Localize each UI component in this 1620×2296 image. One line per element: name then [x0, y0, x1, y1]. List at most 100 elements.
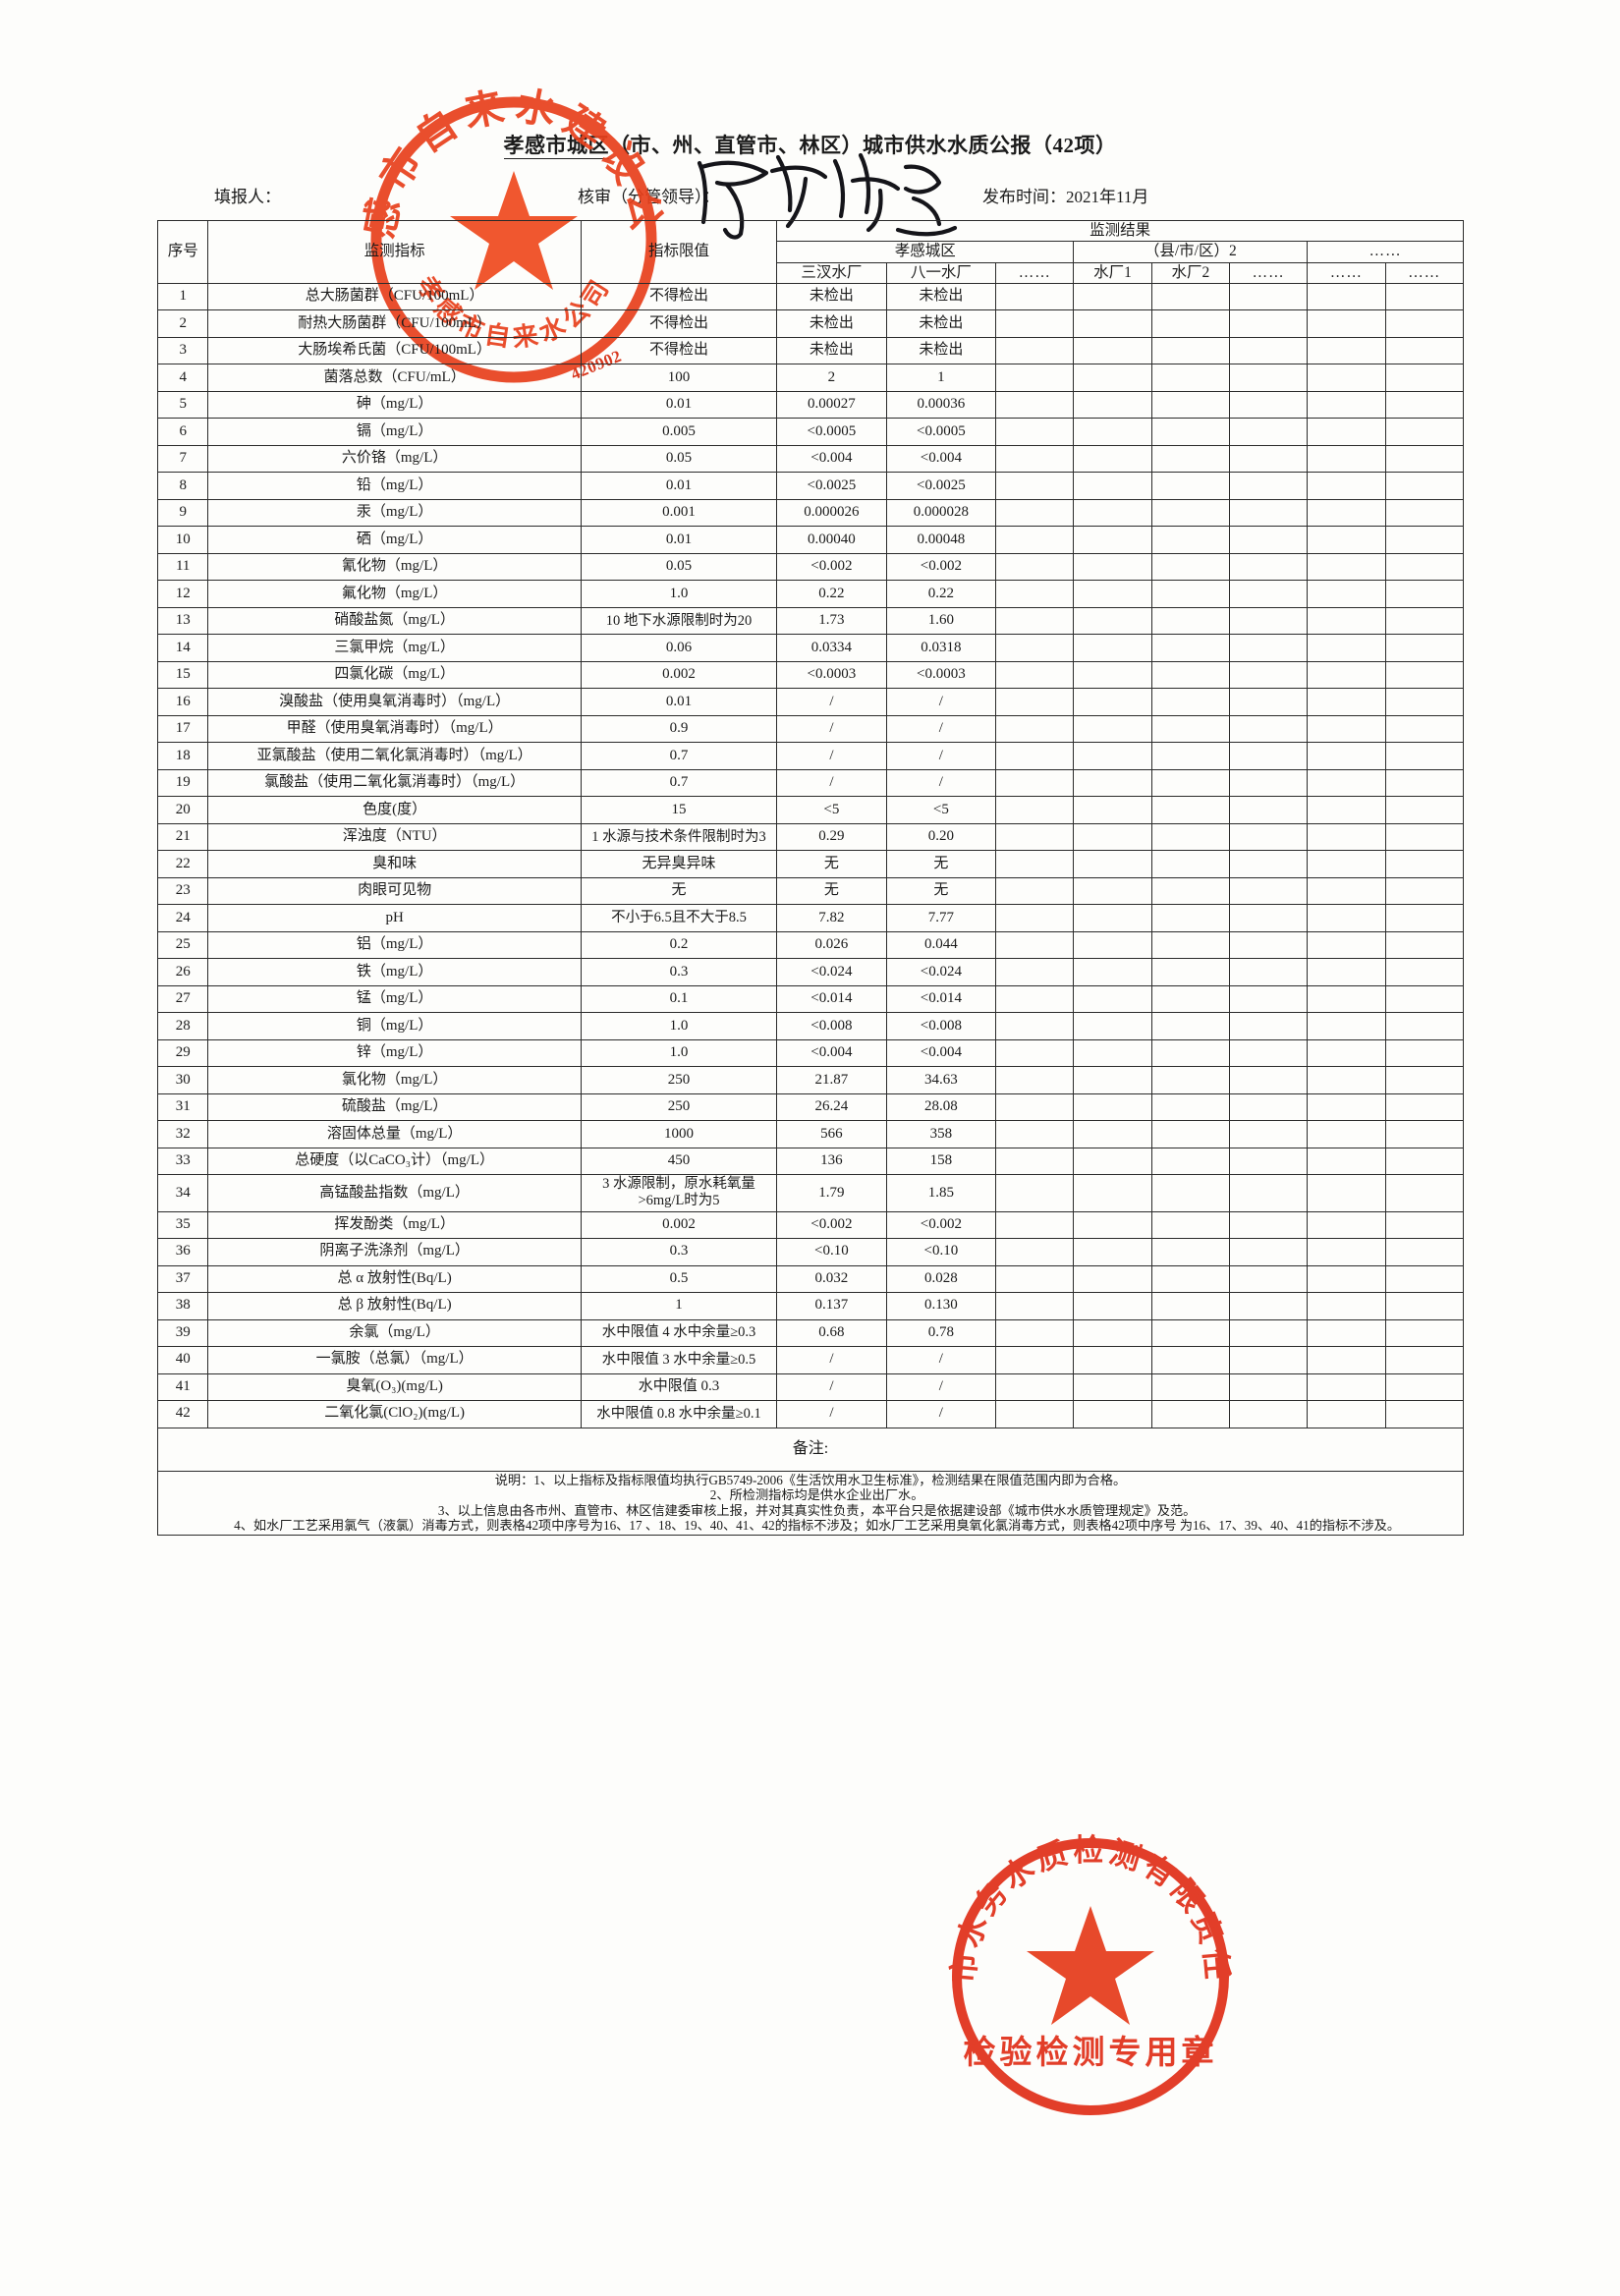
row-value-plant1 — [1073, 606, 1152, 636]
row-value-blank-3 — [1307, 1147, 1386, 1176]
row-indicator-name: 铁（mg/L） — [207, 958, 582, 986]
row-value-plant1 — [1073, 1372, 1152, 1402]
row-value-bayi: 0.20 — [885, 822, 997, 852]
row-value-blank-1 — [995, 552, 1075, 582]
row-limit-value: 250 — [580, 1066, 778, 1094]
row-indicator-name: 总 α 放射性(Bq/L) — [207, 1264, 582, 1294]
row-value-blank-4 — [1384, 1210, 1465, 1240]
row-value-blank-2 — [1228, 768, 1309, 798]
row-value-bayi: / — [885, 1346, 997, 1374]
row-indicator-name: 汞（mg/L） — [207, 498, 582, 528]
row-value-blank-2 — [1228, 552, 1309, 582]
row-value-plant1 — [1073, 958, 1152, 986]
row-value-plant2 — [1150, 552, 1230, 582]
header-plant-bayi: 八一水厂 — [885, 261, 997, 284]
svg-text:检验检测专用章: 检验检测专用章 — [964, 2034, 1218, 2071]
row-value-plant1 — [1073, 876, 1152, 906]
row-index: 36 — [156, 1238, 209, 1266]
row-value-blank-3 — [1307, 472, 1386, 500]
row-value-plant2 — [1150, 850, 1230, 878]
row-value-plant1 — [1073, 1238, 1152, 1266]
row-index: 14 — [156, 634, 209, 662]
row-value-blank-1 — [995, 1092, 1075, 1122]
row-value-blank-4 — [1384, 364, 1465, 392]
row-indicator-name: 浑浊度（NTU） — [207, 822, 582, 852]
table-row: 30 氯化物（mg/L） 250 21.87 34.63 — [156, 1066, 1465, 1094]
row-value-bayi: 28.08 — [885, 1092, 997, 1122]
row-value-blank-1 — [995, 444, 1075, 474]
row-value-bayi: 无 — [885, 876, 997, 906]
row-value-blank-2 — [1228, 1264, 1309, 1294]
row-index: 29 — [156, 1038, 209, 1068]
row-limit-value: 0.1 — [580, 984, 778, 1014]
row-value-blank-1 — [995, 958, 1075, 986]
row-value-blank-3 — [1307, 1346, 1386, 1374]
header-ellipsis-2: …… — [1384, 261, 1465, 284]
row-limit-value: 1 — [580, 1292, 778, 1320]
row-value-blank-4 — [1384, 714, 1465, 744]
row-value-plant1 — [1073, 850, 1152, 878]
row-value-plant2 — [1150, 1174, 1230, 1212]
row-value-blank-1 — [995, 742, 1075, 770]
row-value-bayi: 0.0318 — [885, 634, 997, 662]
row-value-sancha: 0.22 — [776, 580, 887, 608]
row-value-bayi: 1 — [885, 364, 997, 392]
row-index: 40 — [156, 1346, 209, 1374]
row-value-sancha: 0.00027 — [776, 390, 887, 420]
row-value-blank-4 — [1384, 742, 1465, 770]
row-limit-value: 不得检出 — [580, 336, 778, 365]
row-indicator-name: 锌（mg/L） — [207, 1038, 582, 1068]
row-indicator-name: 二氧化氯(ClO₂)(mg/L) — [207, 1400, 582, 1428]
row-value-plant2 — [1150, 418, 1230, 446]
row-indicator-name: 大肠埃希氏菌（CFU/100mL） — [207, 336, 582, 365]
row-indicator-name: 菌落总数（CFU/mL） — [207, 364, 582, 392]
row-value-bayi: 358 — [885, 1120, 997, 1148]
row-value-blank-1 — [995, 1292, 1075, 1320]
row-index: 17 — [156, 714, 209, 744]
row-value-blank-1 — [995, 1264, 1075, 1294]
page-title-region: 孝感市城区 — [503, 134, 609, 159]
row-value-plant2 — [1150, 660, 1230, 690]
header-group-xiaogan: 孝感城区 — [776, 241, 1075, 263]
table-row: 33 总硬度（以CaCO₃计）（mg/L） 450 136 158 — [156, 1147, 1465, 1176]
row-value-plant1 — [1073, 1066, 1152, 1094]
table-row: 9 汞（mg/L） 0.001 0.000026 0.000028 — [156, 498, 1465, 528]
row-limit-value: 100 — [580, 364, 778, 392]
row-value-plant1 — [1073, 472, 1152, 500]
row-value-blank-3 — [1307, 904, 1386, 932]
row-value-sancha: / — [776, 688, 887, 716]
row-value-bayi: / — [885, 1372, 997, 1402]
row-value-blank-2 — [1228, 526, 1309, 554]
row-indicator-name: 总 β 放射性(Bq/L) — [207, 1292, 582, 1320]
row-value-sancha: <0.0025 — [776, 472, 887, 500]
table-row: 40 一氯胺（总氯）（mg/L） 水中限值 3 水中余量≥0.5// — [156, 1346, 1465, 1374]
row-value-plant2 — [1150, 930, 1230, 960]
row-index: 24 — [156, 904, 209, 932]
row-index: 39 — [156, 1318, 209, 1348]
row-value-blank-3 — [1307, 1210, 1386, 1240]
row-limit-value: 1 水源与技术条件限制时为3 — [580, 822, 778, 852]
row-value-blank-4 — [1384, 930, 1465, 960]
table-row: 24 pH 不小于6.5且不大于8.5 7.82 7.77 — [156, 904, 1465, 932]
row-value-bayi: <0.0005 — [885, 418, 997, 446]
row-value-plant1 — [1073, 390, 1152, 420]
row-limit-value: 水中限值 0.8 水中余量≥0.1 — [580, 1400, 778, 1428]
row-value-plant2 — [1150, 472, 1230, 500]
row-limit-value: 0.3 — [580, 1238, 778, 1266]
row-value-plant1 — [1073, 1210, 1152, 1240]
row-indicator-name: 四氯化碳（mg/L） — [207, 660, 582, 690]
row-limit-value: 0.05 — [580, 552, 778, 582]
row-value-blank-4 — [1384, 526, 1465, 554]
row-index: 11 — [156, 552, 209, 582]
row-value-blank-1 — [995, 1372, 1075, 1402]
row-value-plant2 — [1150, 768, 1230, 798]
row-value-blank-4 — [1384, 1372, 1465, 1402]
row-value-blank-4 — [1384, 1238, 1465, 1266]
row-value-sancha: / — [776, 714, 887, 744]
row-value-sancha: 2 — [776, 364, 887, 392]
row-value-blank-4 — [1384, 1400, 1465, 1428]
header-group-county2: （县/市/区）2 — [1073, 241, 1309, 263]
row-value-bayi: <0.024 — [885, 958, 997, 986]
row-limit-value: 0.005 — [580, 418, 778, 446]
row-value-plant2 — [1150, 606, 1230, 636]
